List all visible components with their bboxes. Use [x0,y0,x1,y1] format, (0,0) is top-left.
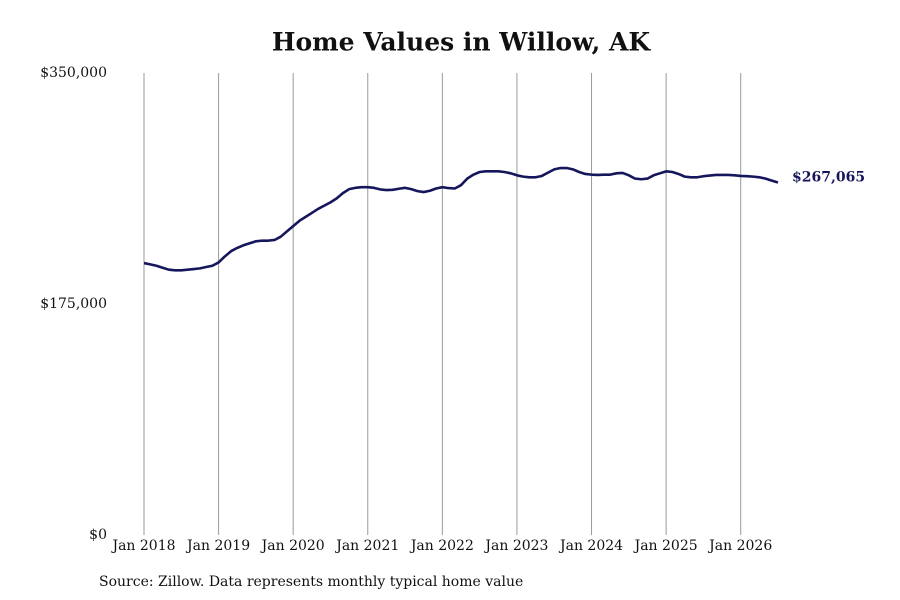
y-tick-label: $0 [89,527,107,543]
x-tick-label: Jan 2021 [334,538,399,554]
source-note: Source: Zillow. Data represents monthly … [99,574,523,590]
line-series [143,166,779,272]
x-tick-label: Jan 2023 [483,538,548,554]
x-tick-label: Jan 2026 [707,538,772,554]
end-value-label: $267,065 [792,169,865,185]
x-tick-label: Jan 2020 [260,538,325,554]
x-tick-label: Jan 2018 [110,538,175,554]
y-tick-label: $350,000 [40,65,107,81]
y-tick-label: $175,000 [40,296,107,312]
x-tick-label: Jan 2024 [558,538,623,554]
x-tick-label: Jan 2019 [185,538,250,554]
chart-title: Home Values in Willow, AK [272,28,651,57]
x-tick-label: Jan 2022 [409,538,474,554]
x-tick-label: Jan 2025 [633,538,698,554]
